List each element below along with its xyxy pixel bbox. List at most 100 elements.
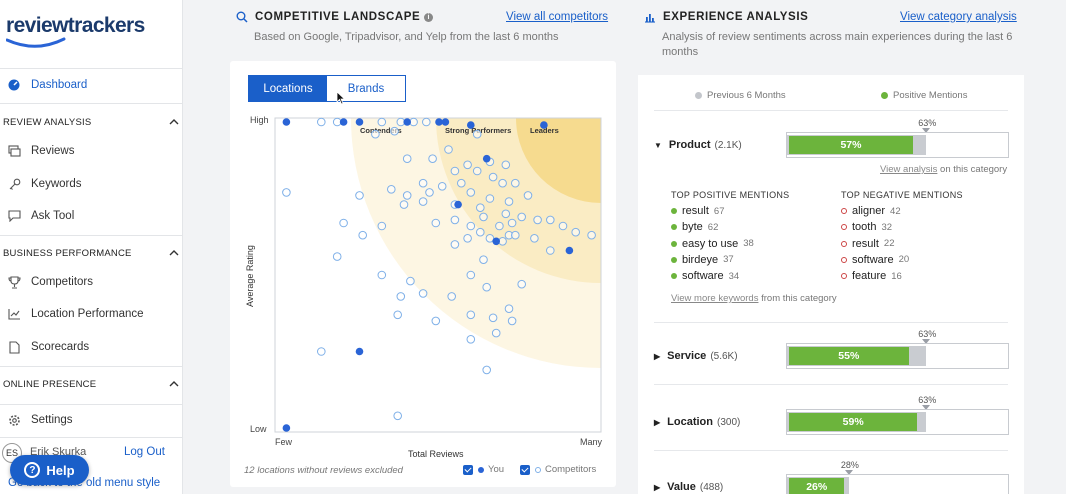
competitor-point[interactable]: [517, 279, 527, 289]
competitor-point[interactable]: [339, 218, 348, 228]
view-category-analysis-link[interactable]: View category analysis: [900, 11, 1017, 23]
tab-locations[interactable]: Locations: [249, 76, 327, 101]
competitor-point[interactable]: [428, 154, 437, 163]
competitor-point[interactable]: [317, 117, 326, 127]
competitor-point[interactable]: [482, 365, 492, 375]
category-toggle[interactable]: ▶ Value (488): [654, 481, 723, 493]
competitor-point[interactable]: [558, 221, 568, 231]
competitor-point[interactable]: [466, 270, 476, 280]
competitor-point[interactable]: [317, 347, 326, 356]
positive-mention-item[interactable]: software 34: [671, 270, 739, 282]
sidebar-item-reviews[interactable]: Reviews: [0, 138, 182, 164]
competitor-point[interactable]: [371, 129, 380, 139]
negative-mention-item[interactable]: aligner 42: [841, 205, 901, 217]
logout-link[interactable]: Log Out: [124, 446, 165, 458]
competitor-point[interactable]: [418, 289, 428, 298]
negative-mention-item[interactable]: software 20: [841, 254, 909, 266]
competitor-point[interactable]: [501, 160, 511, 170]
competitor-point[interactable]: [498, 178, 507, 188]
competitor-point[interactable]: [332, 252, 342, 261]
you-point[interactable]: [540, 121, 548, 129]
competitor-point[interactable]: [437, 182, 447, 191]
negative-mention-item[interactable]: result 22: [841, 238, 894, 250]
competitor-point[interactable]: [355, 191, 364, 200]
competitor-point[interactable]: [393, 310, 402, 320]
negative-mention-item[interactable]: feature 16: [841, 270, 902, 282]
sidebar-item-settings[interactable]: Settings: [0, 407, 182, 433]
competitor-point[interactable]: [402, 154, 412, 163]
you-point[interactable]: [467, 121, 475, 129]
competitor-point[interactable]: [507, 316, 517, 326]
competitor-point[interactable]: [418, 178, 428, 188]
competitor-point[interactable]: [466, 221, 476, 231]
sidebar-item-location-performance[interactable]: Location Performance: [0, 301, 182, 327]
competitor-point[interactable]: [282, 188, 291, 197]
checkbox-checked-icon[interactable]: [520, 464, 530, 475]
competitor-point[interactable]: [517, 212, 527, 222]
you-point[interactable]: [454, 200, 462, 209]
competitor-point[interactable]: [431, 218, 441, 228]
help-button[interactable]: ? Help: [10, 455, 89, 485]
you-point[interactable]: [355, 118, 364, 126]
competitor-point[interactable]: [396, 292, 406, 301]
category-toggle[interactable]: ▼ Product (2.1K): [654, 139, 742, 151]
competitor-point[interactable]: [482, 282, 492, 292]
checkbox-checked-icon[interactable]: [463, 464, 473, 475]
competitor-point[interactable]: [463, 160, 472, 170]
competitor-point[interactable]: [488, 313, 498, 323]
competitor-point[interactable]: [444, 145, 453, 154]
competitor-point[interactable]: [431, 316, 441, 326]
competitor-point[interactable]: [533, 215, 542, 225]
competitor-point[interactable]: [501, 209, 511, 219]
legend-competitors[interactable]: Competitors: [520, 464, 596, 475]
you-point[interactable]: [403, 118, 411, 126]
competitor-point[interactable]: [523, 191, 533, 200]
competitor-point[interactable]: [457, 178, 466, 188]
info-icon[interactable]: i: [424, 12, 434, 22]
competitor-point[interactable]: [504, 197, 514, 206]
competitor-point[interactable]: [402, 191, 412, 200]
tab-brands[interactable]: Brands: [347, 82, 385, 95]
positive-mention-item[interactable]: easy to use 38: [671, 238, 754, 250]
competitor-point[interactable]: [504, 304, 514, 313]
you-point[interactable]: [339, 118, 348, 126]
competitor-point[interactable]: [488, 172, 498, 182]
competitor-point[interactable]: [511, 230, 520, 240]
view-all-competitors-link[interactable]: View all competitors: [506, 11, 609, 23]
competitor-point[interactable]: [390, 126, 399, 136]
sidebar-item-scorecards[interactable]: Scorecards: [0, 334, 182, 360]
competitor-point[interactable]: [463, 234, 472, 243]
view-more-keywords-link[interactable]: View more keywords: [671, 293, 759, 304]
section-online-presence[interactable]: ONLINE PRESENCE: [3, 376, 179, 392]
competitor-point[interactable]: [485, 194, 495, 203]
section-business-performance[interactable]: BUSINESS PERFORMANCE: [3, 245, 179, 261]
competitor-point[interactable]: [546, 246, 555, 255]
competitor-point[interactable]: [476, 227, 485, 237]
competitor-point[interactable]: [466, 335, 476, 344]
competitor-point[interactable]: [485, 234, 495, 243]
you-point[interactable]: [282, 424, 291, 432]
competitor-point[interactable]: [450, 215, 460, 225]
you-point[interactable]: [565, 246, 574, 255]
competitor-point[interactable]: [387, 185, 396, 194]
negative-mention-item[interactable]: tooth 32: [841, 221, 892, 233]
sidebar-item-keywords[interactable]: Keywords: [0, 171, 182, 197]
competitor-point[interactable]: [399, 200, 409, 209]
positive-mention-item[interactable]: result 67: [671, 205, 724, 217]
competitor-point[interactable]: [418, 197, 428, 206]
competitor-point[interactable]: [377, 270, 387, 280]
competitor-point[interactable]: [377, 117, 387, 127]
reviewtrackers-logo[interactable]: reviewtrackers: [6, 14, 145, 54]
competitor-point[interactable]: [472, 129, 482, 139]
competitor-point[interactable]: [530, 234, 539, 243]
you-point[interactable]: [492, 237, 501, 246]
you-point[interactable]: [435, 118, 443, 126]
competitor-point[interactable]: [587, 230, 596, 240]
competitor-point[interactable]: [447, 292, 456, 301]
competitor-point[interactable]: [466, 188, 476, 197]
competitor-point[interactable]: [511, 178, 520, 188]
competitor-point[interactable]: [491, 328, 501, 338]
category-toggle[interactable]: ▶ Location (300): [654, 416, 740, 428]
view-analysis-link[interactable]: View analysis: [880, 164, 938, 175]
competitor-point[interactable]: [571, 227, 581, 237]
